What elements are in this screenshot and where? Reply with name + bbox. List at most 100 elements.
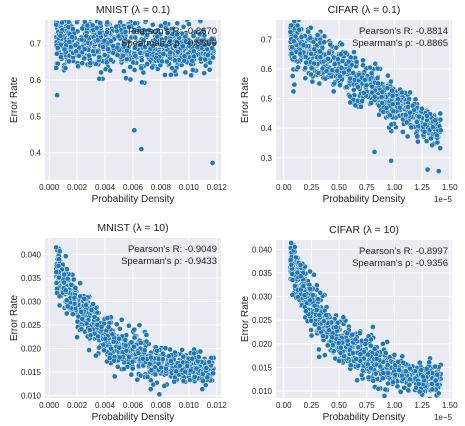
data-point bbox=[173, 368, 179, 375]
data-point bbox=[168, 358, 174, 364]
data-point bbox=[427, 396, 433, 398]
data-point bbox=[129, 365, 136, 372]
data-point bbox=[311, 60, 318, 67]
data-point bbox=[165, 353, 172, 360]
data-point bbox=[198, 37, 205, 44]
data-point bbox=[315, 296, 321, 302]
data-point bbox=[359, 98, 366, 104]
data-point bbox=[143, 331, 150, 338]
data-point bbox=[180, 353, 187, 360]
data-point bbox=[337, 73, 343, 80]
data-point bbox=[74, 318, 81, 325]
data-point bbox=[349, 332, 356, 338]
data-point bbox=[105, 46, 111, 53]
data-point bbox=[140, 37, 147, 43]
panel-title: MNIST (λ = 0.1) bbox=[96, 4, 170, 16]
data-point bbox=[87, 332, 94, 339]
data-point bbox=[399, 129, 406, 135]
data-point bbox=[122, 337, 129, 343]
data-point bbox=[360, 57, 366, 64]
data-point bbox=[389, 87, 395, 94]
data-point bbox=[367, 342, 374, 349]
data-point bbox=[89, 8, 94, 13]
data-point bbox=[363, 82, 370, 89]
data-point bbox=[420, 373, 426, 380]
data-point bbox=[344, 337, 351, 344]
data-point bbox=[66, 38, 73, 45]
data-point bbox=[134, 376, 141, 383]
data-point bbox=[374, 75, 381, 81]
data-point bbox=[315, 70, 322, 76]
data-point bbox=[180, 23, 187, 30]
data-point bbox=[126, 24, 132, 30]
data-point bbox=[390, 379, 396, 386]
data-point bbox=[76, 52, 82, 59]
data-point bbox=[98, 323, 105, 330]
data-point bbox=[74, 14, 79, 19]
data-point bbox=[190, 48, 197, 55]
data-point bbox=[202, 42, 208, 48]
data-point bbox=[114, 363, 121, 370]
x-axis-label: Probability Density bbox=[92, 194, 175, 205]
data-point bbox=[294, 294, 301, 300]
data-point bbox=[383, 105, 390, 111]
data-point bbox=[54, 20, 59, 21]
data-point bbox=[337, 82, 343, 89]
data-point bbox=[362, 341, 369, 347]
data-point bbox=[111, 357, 117, 364]
data-point bbox=[127, 76, 134, 83]
data-point bbox=[287, 257, 294, 263]
data-point bbox=[327, 41, 334, 48]
data-point bbox=[432, 363, 439, 370]
data-point bbox=[330, 342, 336, 348]
data-point bbox=[78, 36, 85, 43]
data-point bbox=[56, 302, 63, 309]
data-point bbox=[342, 49, 349, 56]
x-tick-label: 1.25 bbox=[414, 401, 430, 410]
data-point bbox=[396, 104, 403, 111]
data-point bbox=[365, 374, 372, 381]
data-point bbox=[340, 314, 347, 321]
x-tick-label: 1.00 bbox=[387, 183, 403, 192]
data-point bbox=[62, 253, 69, 260]
data-point bbox=[288, 22, 294, 29]
data-point bbox=[127, 64, 134, 70]
data-point bbox=[138, 57, 145, 64]
data-point bbox=[405, 104, 411, 110]
data-point bbox=[434, 132, 440, 139]
data-point bbox=[435, 168, 442, 174]
data-point bbox=[351, 49, 357, 55]
y-tick-label: 0.010 bbox=[21, 392, 42, 401]
data-point bbox=[62, 65, 69, 71]
data-point bbox=[140, 69, 147, 76]
data-point bbox=[101, 347, 107, 354]
data-point bbox=[329, 67, 336, 74]
data-point bbox=[93, 25, 100, 31]
data-point bbox=[290, 88, 297, 95]
data-point bbox=[288, 50, 295, 57]
data-point bbox=[385, 380, 391, 387]
x-tick-label: 0.012 bbox=[207, 401, 228, 410]
data-point bbox=[353, 356, 360, 362]
data-point bbox=[380, 341, 386, 347]
data-point bbox=[79, 60, 86, 67]
x-tick-label: 1.50 bbox=[442, 401, 458, 410]
data-point bbox=[407, 376, 413, 383]
data-point bbox=[343, 84, 350, 90]
data-point bbox=[132, 34, 139, 41]
data-point bbox=[289, 44, 295, 51]
data-point bbox=[201, 70, 207, 76]
x-tick-label: 0.008 bbox=[151, 401, 172, 410]
data-point bbox=[160, 350, 166, 357]
data-point bbox=[69, 34, 75, 40]
data-point bbox=[131, 326, 138, 333]
data-point bbox=[54, 45, 61, 51]
data-point bbox=[414, 133, 421, 140]
data-point bbox=[372, 370, 379, 377]
data-point bbox=[148, 367, 155, 373]
data-point bbox=[297, 50, 304, 57]
data-point bbox=[424, 166, 431, 173]
data-point bbox=[361, 90, 367, 96]
data-point bbox=[56, 14, 61, 19]
data-point bbox=[388, 78, 394, 85]
